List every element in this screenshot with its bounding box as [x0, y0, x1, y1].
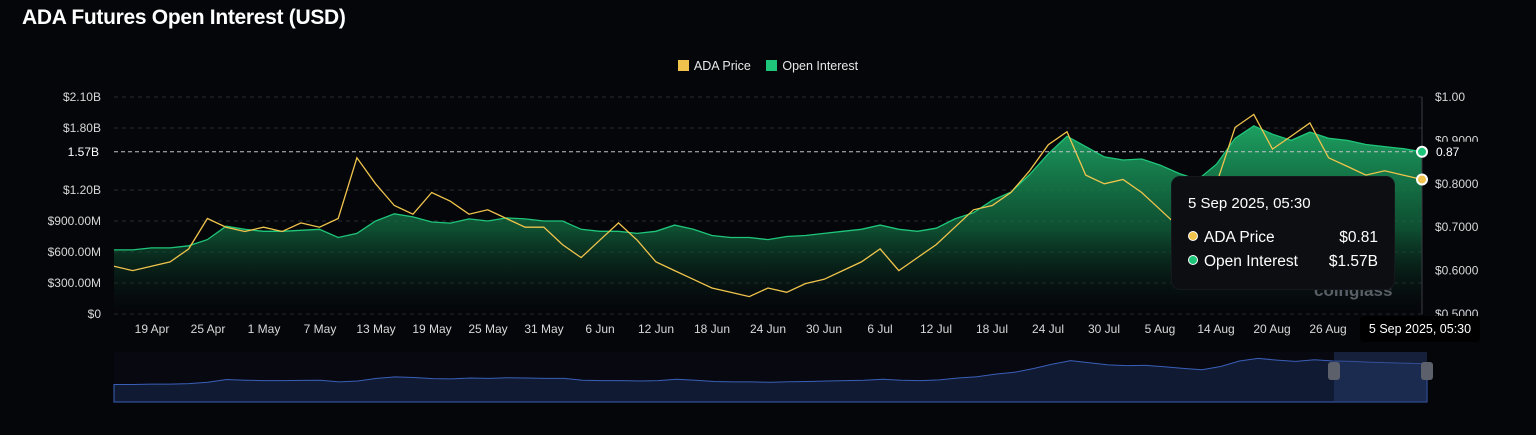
navigator-handle-left[interactable]: [1328, 362, 1340, 380]
tooltip: 5 Sep 2025, 05:30 ADA Price $0.81 Open I…: [1172, 177, 1394, 289]
y-right-tick-label: $0.8000: [1435, 177, 1479, 191]
tooltip-label-open-interest: Open Interest: [1204, 253, 1298, 270]
ada-price-marker: [1416, 173, 1428, 186]
x-tick-label: 24 Jun: [750, 322, 786, 336]
x-tick-label: 20 Aug: [1253, 322, 1290, 336]
y-right-tick-label: $0.7000: [1435, 220, 1479, 234]
x-tick-label: 5 Aug: [1145, 322, 1176, 336]
legend-label-ada-price: ADA Price: [693, 59, 751, 73]
crosshair-right-bg: [1428, 141, 1480, 162]
legend-swatch-open-interest: [766, 60, 778, 71]
x-tick-label: 19 Apr: [135, 322, 170, 336]
y-left-tick-label: $1.20B: [63, 183, 101, 197]
open-interest-area: [114, 125, 1422, 315]
x-axis-tooltip: 5 Sep 2025, 05:30: [1360, 316, 1480, 342]
x-tick-label: 12 Jun: [638, 322, 674, 336]
x-tick-label: 6 Jun: [585, 322, 614, 336]
legend-label-open-interest: Open Interest: [782, 59, 859, 73]
tooltip-dot-ada-price: [1188, 231, 1198, 241]
x-tick-label: 18 Jun: [694, 322, 730, 336]
crosshair-left-label: 1.57B: [68, 145, 99, 159]
tooltip-dot-open-interest: [1188, 255, 1198, 265]
y-right-tick-label: $1.00: [1435, 90, 1465, 104]
y-left-tick-label: $1.80B: [63, 121, 101, 135]
x-tick-label: 7 May: [304, 322, 337, 336]
x-tick-label: 25 May: [468, 322, 507, 336]
x-tick-label: 13 May: [356, 322, 395, 336]
x-tick-label: 18 Jul: [976, 322, 1008, 336]
tooltip-row-open-interest: Open Interest $1.57B: [1188, 253, 1378, 271]
legend-swatch-ada-price: [677, 60, 689, 71]
open-interest-line: [114, 125, 1423, 251]
x-tick-label: 24 Jul: [1032, 322, 1064, 336]
navigator-series: [113, 357, 1428, 403]
x-tick-label: 14 Aug: [1197, 322, 1234, 336]
x-tick-label: 6 Jul: [867, 322, 892, 336]
tooltip-value-ada-price: $0.81: [1339, 229, 1378, 246]
tooltip-row-ada-price: ADA Price $0.81: [1188, 229, 1378, 247]
navigator-handle-right[interactable]: [1421, 362, 1433, 380]
x-tick-label: 30 Jul: [1088, 322, 1120, 336]
x-tick-label: 19 May: [412, 322, 451, 336]
crosshair: 1.57B 0.87: [58, 141, 1480, 186]
open-interest-marker: [1416, 145, 1428, 158]
x-tick-label: 31 May: [524, 322, 563, 336]
range-navigator[interactable]: [113, 352, 1433, 403]
x-tick-label: 26 Aug: [1309, 322, 1346, 336]
x-tick-label: 12 Jul: [920, 322, 952, 336]
y-left-tick-label: $600.00M: [48, 245, 101, 259]
crosshair-left-bg: [58, 141, 110, 162]
y-left-tick-label: $2.10B: [63, 90, 101, 104]
crosshair-right-label: 0.87: [1436, 145, 1460, 159]
tooltip-date: 5 Sep 2025, 05:30: [1188, 195, 1311, 212]
tooltip-label-ada-price: ADA Price: [1204, 229, 1275, 246]
x-tick-label: 25 Apr: [191, 322, 226, 336]
y-left-tick-label: $900.00M: [48, 214, 101, 228]
navigator-selection: [1334, 352, 1427, 402]
chart-legend: ADA Price Open Interest: [0, 59, 1536, 73]
y-left-tick-label: $0: [88, 307, 102, 321]
legend-item-open-interest[interactable]: Open Interest: [766, 59, 858, 73]
y-right-tick-label: $0.6000: [1435, 264, 1479, 278]
x-tick-label: 1 May: [248, 322, 281, 336]
legend-item-ada-price[interactable]: ADA Price: [677, 59, 751, 73]
y-left-tick-label: $300.00M: [48, 276, 101, 290]
x-tick-label: 30 Jun: [806, 322, 842, 336]
axes: $0 $300.00M $600.00M $900.00M $1.20B $1.80B $2…: [48, 90, 1479, 336]
chart-title: ADA Futures Open Interest (USD): [22, 6, 346, 29]
tooltip-value-open-interest: $1.57B: [1328, 253, 1378, 270]
